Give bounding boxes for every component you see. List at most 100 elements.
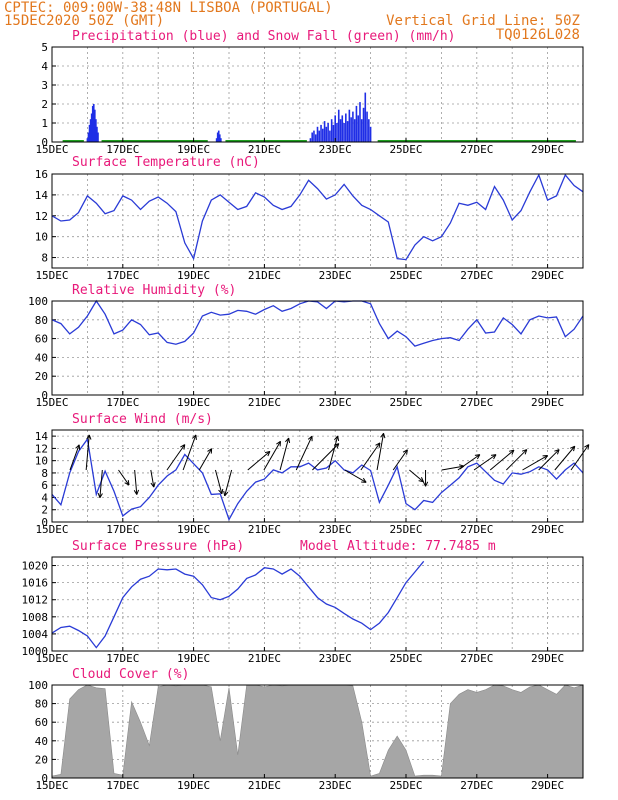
y-tick-label: 14	[35, 430, 49, 443]
x-tick-label: 21DEC	[248, 523, 281, 536]
humidity-panel: 0 20 40 60 80 100 15DEC 17DEC 19DEC 21DEC 23DEC 25D…	[28, 295, 584, 409]
cloud-cover-title: Cloud Cover (%)	[72, 667, 189, 682]
x-tick-label: 27DEC	[460, 396, 493, 409]
x-tick-label: 23DEC	[319, 396, 352, 409]
precip-bar	[339, 119, 342, 142]
wind-arrow	[554, 445, 576, 471]
y-tick-label: 40	[35, 351, 48, 364]
x-tick-label: 19DEC	[177, 779, 210, 792]
x-tick-label: 29DEC	[531, 779, 564, 792]
y-tick-label: 1004	[22, 628, 49, 641]
y-tick-label: 1012	[22, 594, 49, 607]
wind-arrow	[247, 450, 271, 471]
x-tick-label: 25DEC	[389, 269, 422, 282]
y-tick-label: 3	[41, 79, 48, 92]
wind-arrow	[85, 434, 92, 471]
x-tick-label: 15DEC	[35, 269, 68, 282]
precip-bar	[322, 128, 324, 142]
x-tick-label: 25DEC	[389, 652, 422, 665]
wind-arrow	[376, 432, 386, 471]
precip-bar	[360, 119, 363, 142]
precip-bar	[216, 132, 219, 142]
wind-arrow	[441, 464, 465, 471]
x-tick-label: 25DEC	[389, 396, 422, 409]
plot-frame	[51, 46, 584, 143]
precip-bar	[95, 119, 97, 142]
pressure-series-line	[51, 560, 425, 649]
precip-bar	[309, 138, 312, 142]
precip-bar	[88, 124, 91, 142]
y-tick-label: 0	[41, 516, 48, 529]
y-tick-label: 14	[35, 189, 49, 202]
y-tick-label: 0	[41, 772, 48, 785]
wind-arrow	[538, 449, 560, 471]
precip-bar	[86, 138, 89, 142]
x-tick-label: 29DEC	[531, 396, 564, 409]
x-tick-label: 21DEC	[248, 779, 281, 792]
wind-arrow	[133, 469, 140, 495]
y-tick-label: 2	[41, 98, 48, 111]
temperature-series-line	[51, 173, 584, 261]
precip-bar	[94, 109, 96, 142]
wind-arrow	[360, 442, 381, 471]
x-tick-label: 19DEC	[177, 523, 210, 536]
x-tick-label: 15DEC	[35, 779, 68, 792]
y-tick-label: 1016	[22, 577, 49, 590]
y-tick-label: 1008	[22, 611, 49, 624]
wind-arrow	[457, 454, 481, 471]
header-code: TQ0126L028	[496, 27, 580, 43]
precip-bar	[348, 109, 351, 142]
x-tick-label: 21DEC	[248, 652, 281, 665]
precip-bar	[217, 130, 220, 142]
wind-arrow	[279, 437, 291, 471]
precip-bar	[352, 111, 354, 142]
precip-panel: 0 1 2 3 4 5 15DEC 17DEC 19DEC 21DEC 23DEC 25DEC 27DE…	[35, 41, 584, 156]
wind-arrow	[328, 435, 340, 471]
y-tick-label: 1020	[22, 560, 49, 573]
precip-bar	[353, 119, 356, 142]
x-tick-label: 15DEC	[35, 652, 68, 665]
wind-arrow	[263, 440, 281, 471]
x-tick-label: 19DEC	[177, 143, 210, 156]
plot-frame	[51, 684, 584, 779]
precip-bar	[215, 138, 218, 142]
x-tick-label: 17DEC	[106, 143, 139, 156]
x-tick-label: 15DEC	[35, 523, 68, 536]
wind-arrow	[473, 454, 497, 471]
x-tick-label: 27DEC	[460, 523, 493, 536]
wind-arrow	[69, 444, 81, 471]
y-tick-label: 80	[35, 698, 48, 711]
precip-bar	[362, 107, 365, 142]
pressure-panel: 1000 1004 1008 1012 1016 1020 15DEC 17DEC 19DEC 2…	[22, 556, 584, 665]
temperature-title: Surface Temperature (nC)	[72, 155, 260, 170]
precip-bar	[313, 130, 315, 142]
precip-bar	[316, 126, 319, 142]
y-tick-label: 10	[35, 231, 48, 244]
wind-arrow	[150, 469, 156, 488]
precip-bar	[320, 124, 322, 142]
wind-arrow	[97, 469, 103, 498]
wind-arrow	[489, 449, 515, 471]
x-tick-label: 29DEC	[531, 523, 564, 536]
y-tick-label: 100	[28, 679, 48, 692]
precip-bar	[359, 102, 361, 142]
precip-bar	[336, 123, 338, 142]
x-tick-label: 19DEC	[177, 396, 210, 409]
wind-arrow	[214, 469, 224, 495]
x-tick-label: 29DEC	[531, 269, 564, 282]
y-tick-label: 100	[28, 295, 48, 308]
wind-arrow	[223, 469, 233, 497]
x-tick-label: 27DEC	[460, 143, 493, 156]
precip-bar	[92, 104, 95, 142]
precip-bar	[311, 132, 313, 142]
y-tick-label: 60	[35, 716, 48, 729]
x-tick-label: 23DEC	[319, 779, 352, 792]
precip-bar	[220, 138, 222, 142]
y-tick-label: 2	[41, 504, 48, 517]
x-tick-label: 19DEC	[177, 652, 210, 665]
precip-bar	[96, 126, 98, 142]
wind-arrow	[522, 455, 548, 471]
precip-bar	[329, 130, 331, 142]
precip-bar	[332, 124, 335, 142]
